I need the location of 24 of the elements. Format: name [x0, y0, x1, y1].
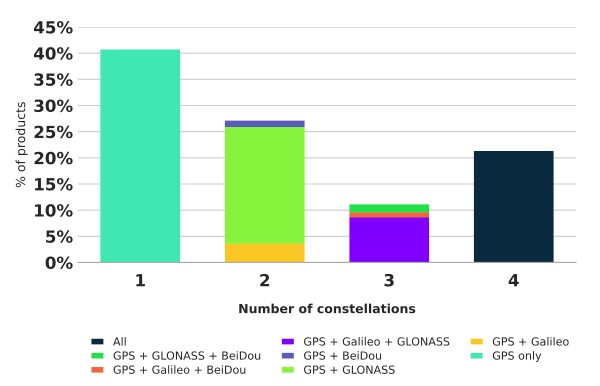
y-tick-label: 20%	[34, 152, 73, 164]
legend-label: GPS + Galileo	[492, 337, 569, 346]
legend-label: GPS only	[492, 351, 542, 362]
y-tick-label: 30%	[34, 99, 73, 112]
legend-label: All	[113, 337, 126, 346]
y-tick-label: 0%	[46, 256, 73, 270]
x-axis-title: Number of constellations	[239, 304, 416, 314]
x-tick-label: 2	[260, 274, 270, 286]
legend-label: GPS + BeiDou	[304, 351, 382, 360]
y-tick-label: 35%	[34, 73, 73, 86]
x-tick-label: 4	[508, 274, 519, 286]
y-tick-label: 5%	[46, 230, 73, 243]
x-tick-label: 3	[384, 274, 394, 286]
y-tick-label: 15%	[35, 178, 73, 191]
y-tick-label: 40%	[34, 47, 73, 60]
legend-label: GPS + GLONASS	[304, 365, 395, 374]
y-axis-title: % of products	[16, 102, 28, 188]
x-tick-label: 1	[136, 274, 145, 286]
legend-label: GPS + Galileo + GLONASS	[304, 337, 450, 346]
y-tick-label: 10%	[35, 204, 73, 217]
y-tick-label: 25%	[34, 126, 73, 138]
legend-label: GPS + GLONASS + BeiDou	[114, 351, 260, 360]
legend-label: GPS + Galileo + BeiDou	[114, 365, 246, 374]
y-tick-label: 45%	[34, 20, 73, 34]
